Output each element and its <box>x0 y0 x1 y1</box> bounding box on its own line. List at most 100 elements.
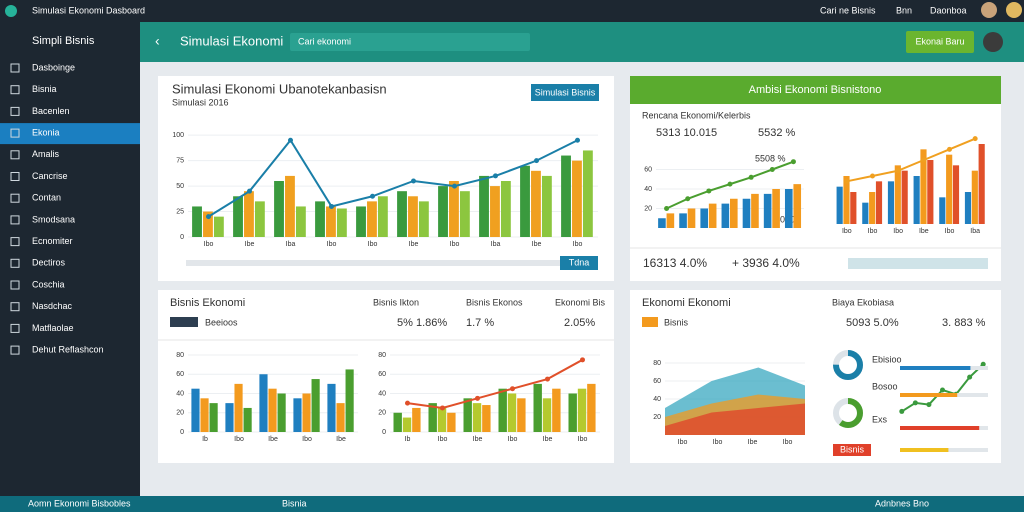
point <box>534 158 539 164</box>
y-tick-label: 75 <box>176 157 184 164</box>
stat: 5093 5.0% <box>846 317 899 329</box>
bar <box>927 160 934 224</box>
point <box>545 376 550 382</box>
bar <box>277 393 286 432</box>
bar <box>577 388 587 432</box>
slider-handle[interactable] <box>560 256 598 270</box>
stat: 3. 883 % <box>942 317 986 329</box>
bar <box>336 208 347 237</box>
back[interactable]: ‹ <box>155 33 160 49</box>
y-tick-label: 60 <box>644 166 652 173</box>
bar <box>901 170 908 224</box>
avatar[interactable] <box>981 2 997 18</box>
avatar[interactable] <box>983 32 1003 52</box>
bar <box>438 186 448 237</box>
nav-item[interactable]: Smodsana <box>32 214 75 224</box>
y-tick-label: 100 <box>172 132 184 139</box>
tag: Beeioos <box>205 317 238 327</box>
panel-button[interactable] <box>531 84 599 101</box>
nav-item[interactable]: Ekonia <box>32 127 60 137</box>
footer-text: Bisnia <box>282 498 307 508</box>
nav-item[interactable]: Matflaolae <box>32 323 74 333</box>
panel-title: Bisnis Ekonomi <box>170 297 245 309</box>
x-tick-label: Ibo <box>578 436 588 443</box>
bar <box>295 206 306 237</box>
stat: 16313 4.0% <box>643 256 707 270</box>
bar <box>345 369 354 432</box>
bar <box>449 181 459 237</box>
header-title: Simulasi Ekonomi <box>180 33 283 48</box>
stat: 5508 % <box>755 153 786 163</box>
bar <box>587 383 596 432</box>
y-tick-label: 20 <box>176 410 184 417</box>
slider[interactable] <box>186 260 598 266</box>
point <box>870 173 875 179</box>
panel-title: Ambisi Ekonomi Bisnistono <box>749 84 882 96</box>
icon <box>10 106 20 116</box>
sidebar <box>0 22 140 496</box>
nav-item[interactable]: Dectiros <box>32 258 66 268</box>
help[interactable]: Bnn <box>896 5 912 15</box>
bar <box>887 181 895 224</box>
bar <box>402 417 412 432</box>
avatar[interactable] <box>1006 2 1022 18</box>
bar <box>742 198 751 228</box>
bar <box>658 218 666 228</box>
bar <box>293 398 302 432</box>
panel <box>158 290 614 463</box>
panel-subtitle: Rencana Ekonomi/Kelerbis <box>642 110 751 120</box>
nav-item[interactable]: Amalis <box>32 149 60 159</box>
nav-item[interactable]: Dasboinge <box>32 62 75 72</box>
search-box[interactable] <box>290 33 530 51</box>
y-tick-label: 40 <box>653 396 661 403</box>
legend-swatch <box>642 317 658 327</box>
bar <box>326 206 336 237</box>
bar <box>946 154 953 224</box>
bar <box>952 165 960 224</box>
x-tick-label: Ibo <box>678 439 688 446</box>
icon <box>10 345 20 355</box>
bar <box>784 189 793 228</box>
x-tick-label: Ibe <box>532 241 542 248</box>
bar <box>561 155 571 237</box>
nav-item[interactable]: Cancrise <box>32 171 68 181</box>
nav-item[interactable]: Contan <box>32 193 61 203</box>
nav-item[interactable]: Coschia <box>32 279 65 289</box>
search[interactable]: Cari ne Bisnis <box>820 5 876 15</box>
point <box>493 173 498 179</box>
bar <box>763 193 772 228</box>
bar <box>191 388 200 432</box>
point <box>947 146 952 152</box>
nav-item[interactable]: Bacenlen <box>32 106 70 116</box>
nav-item[interactable]: Bisnia <box>32 84 57 94</box>
slider[interactable] <box>848 258 988 269</box>
point <box>769 167 775 172</box>
x-tick-label: Ibo <box>893 228 903 235</box>
bar <box>552 388 561 432</box>
x-tick-label: Ibo <box>438 436 448 443</box>
bar <box>233 196 243 237</box>
y-tick-label: 20 <box>653 414 661 421</box>
bar <box>285 175 295 237</box>
button[interactable] <box>833 444 871 456</box>
y-tick-label: 80 <box>378 352 386 359</box>
bar <box>913 176 920 224</box>
point <box>980 361 986 367</box>
button-text: Ekonai Baru <box>915 36 964 46</box>
y-tick-label: 40 <box>378 390 386 397</box>
new-button[interactable] <box>906 31 974 53</box>
y-tick-label: 20 <box>644 205 652 212</box>
bar <box>500 181 511 237</box>
nav-item[interactable]: Dehut Reflashcon <box>32 344 104 354</box>
icon <box>10 215 20 225</box>
panel-title: Simulasi Ekonomi Ubanotekanbasisn <box>172 81 387 96</box>
card-label: Bisnis Ekonos <box>466 297 523 307</box>
nav-item[interactable]: Nasdchac <box>32 301 73 311</box>
x-tick-label: Ibo <box>842 228 852 235</box>
x-tick-label: Ibo <box>450 241 460 248</box>
nav-item[interactable]: Ecnomiter <box>32 236 73 246</box>
point <box>206 214 211 220</box>
donut <box>833 398 863 428</box>
x-tick-label: Iba <box>286 241 296 248</box>
